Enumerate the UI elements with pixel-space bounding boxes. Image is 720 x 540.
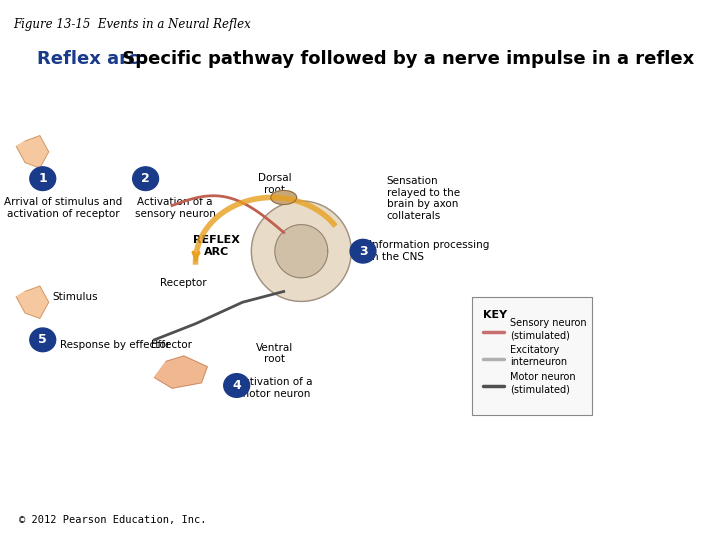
Text: 2: 2 [141,172,150,185]
Text: 1: 1 [38,172,47,185]
Circle shape [224,374,250,397]
Text: Reflex arc:: Reflex arc: [37,50,145,68]
Circle shape [30,328,55,352]
Polygon shape [17,286,49,319]
Polygon shape [275,225,328,278]
Polygon shape [271,191,297,205]
Polygon shape [251,201,351,301]
Polygon shape [17,136,49,168]
Text: Figure 13-15  Events in a Neural Reflex: Figure 13-15 Events in a Neural Reflex [14,17,251,30]
Text: Excitatory
interneuron: Excitatory interneuron [510,345,567,367]
Text: 3: 3 [359,245,367,258]
Circle shape [30,167,55,191]
Text: Sensation
relayed to the
brain by axon
collaterals: Sensation relayed to the brain by axon c… [387,176,459,221]
Text: Sensory neuron
(stimulated): Sensory neuron (stimulated) [510,318,587,340]
Text: Dorsal
root: Dorsal root [258,173,292,195]
Text: Effector: Effector [151,340,192,350]
Text: Motor neuron
(stimulated): Motor neuron (stimulated) [510,372,575,394]
Text: REFLEX
ARC: REFLEX ARC [193,235,240,256]
Text: Activation of a
motor neuron: Activation of a motor neuron [237,377,312,399]
Text: KEY: KEY [484,310,508,320]
Polygon shape [154,356,207,388]
Text: 4: 4 [233,379,241,392]
Circle shape [350,239,376,263]
Text: Arrival of stimulus and
activation of receptor: Arrival of stimulus and activation of re… [4,198,122,219]
Text: © 2012 Pearson Education, Inc.: © 2012 Pearson Education, Inc. [19,515,207,525]
Text: Response by effector: Response by effector [60,340,171,350]
Text: Activation of a
sensory neuron: Activation of a sensory neuron [135,198,215,219]
Text: 5: 5 [38,333,47,346]
Circle shape [132,167,158,191]
Text: Ventral
root: Ventral root [256,342,294,364]
Text: Specific pathway followed by a nerve impulse in a reflex: Specific pathway followed by a nerve imp… [116,50,695,68]
FancyBboxPatch shape [472,297,592,415]
Text: Receptor: Receptor [161,279,207,288]
Text: Stimulus: Stimulus [53,292,98,302]
Text: Information processing
in the CNS: Information processing in the CNS [369,240,490,262]
